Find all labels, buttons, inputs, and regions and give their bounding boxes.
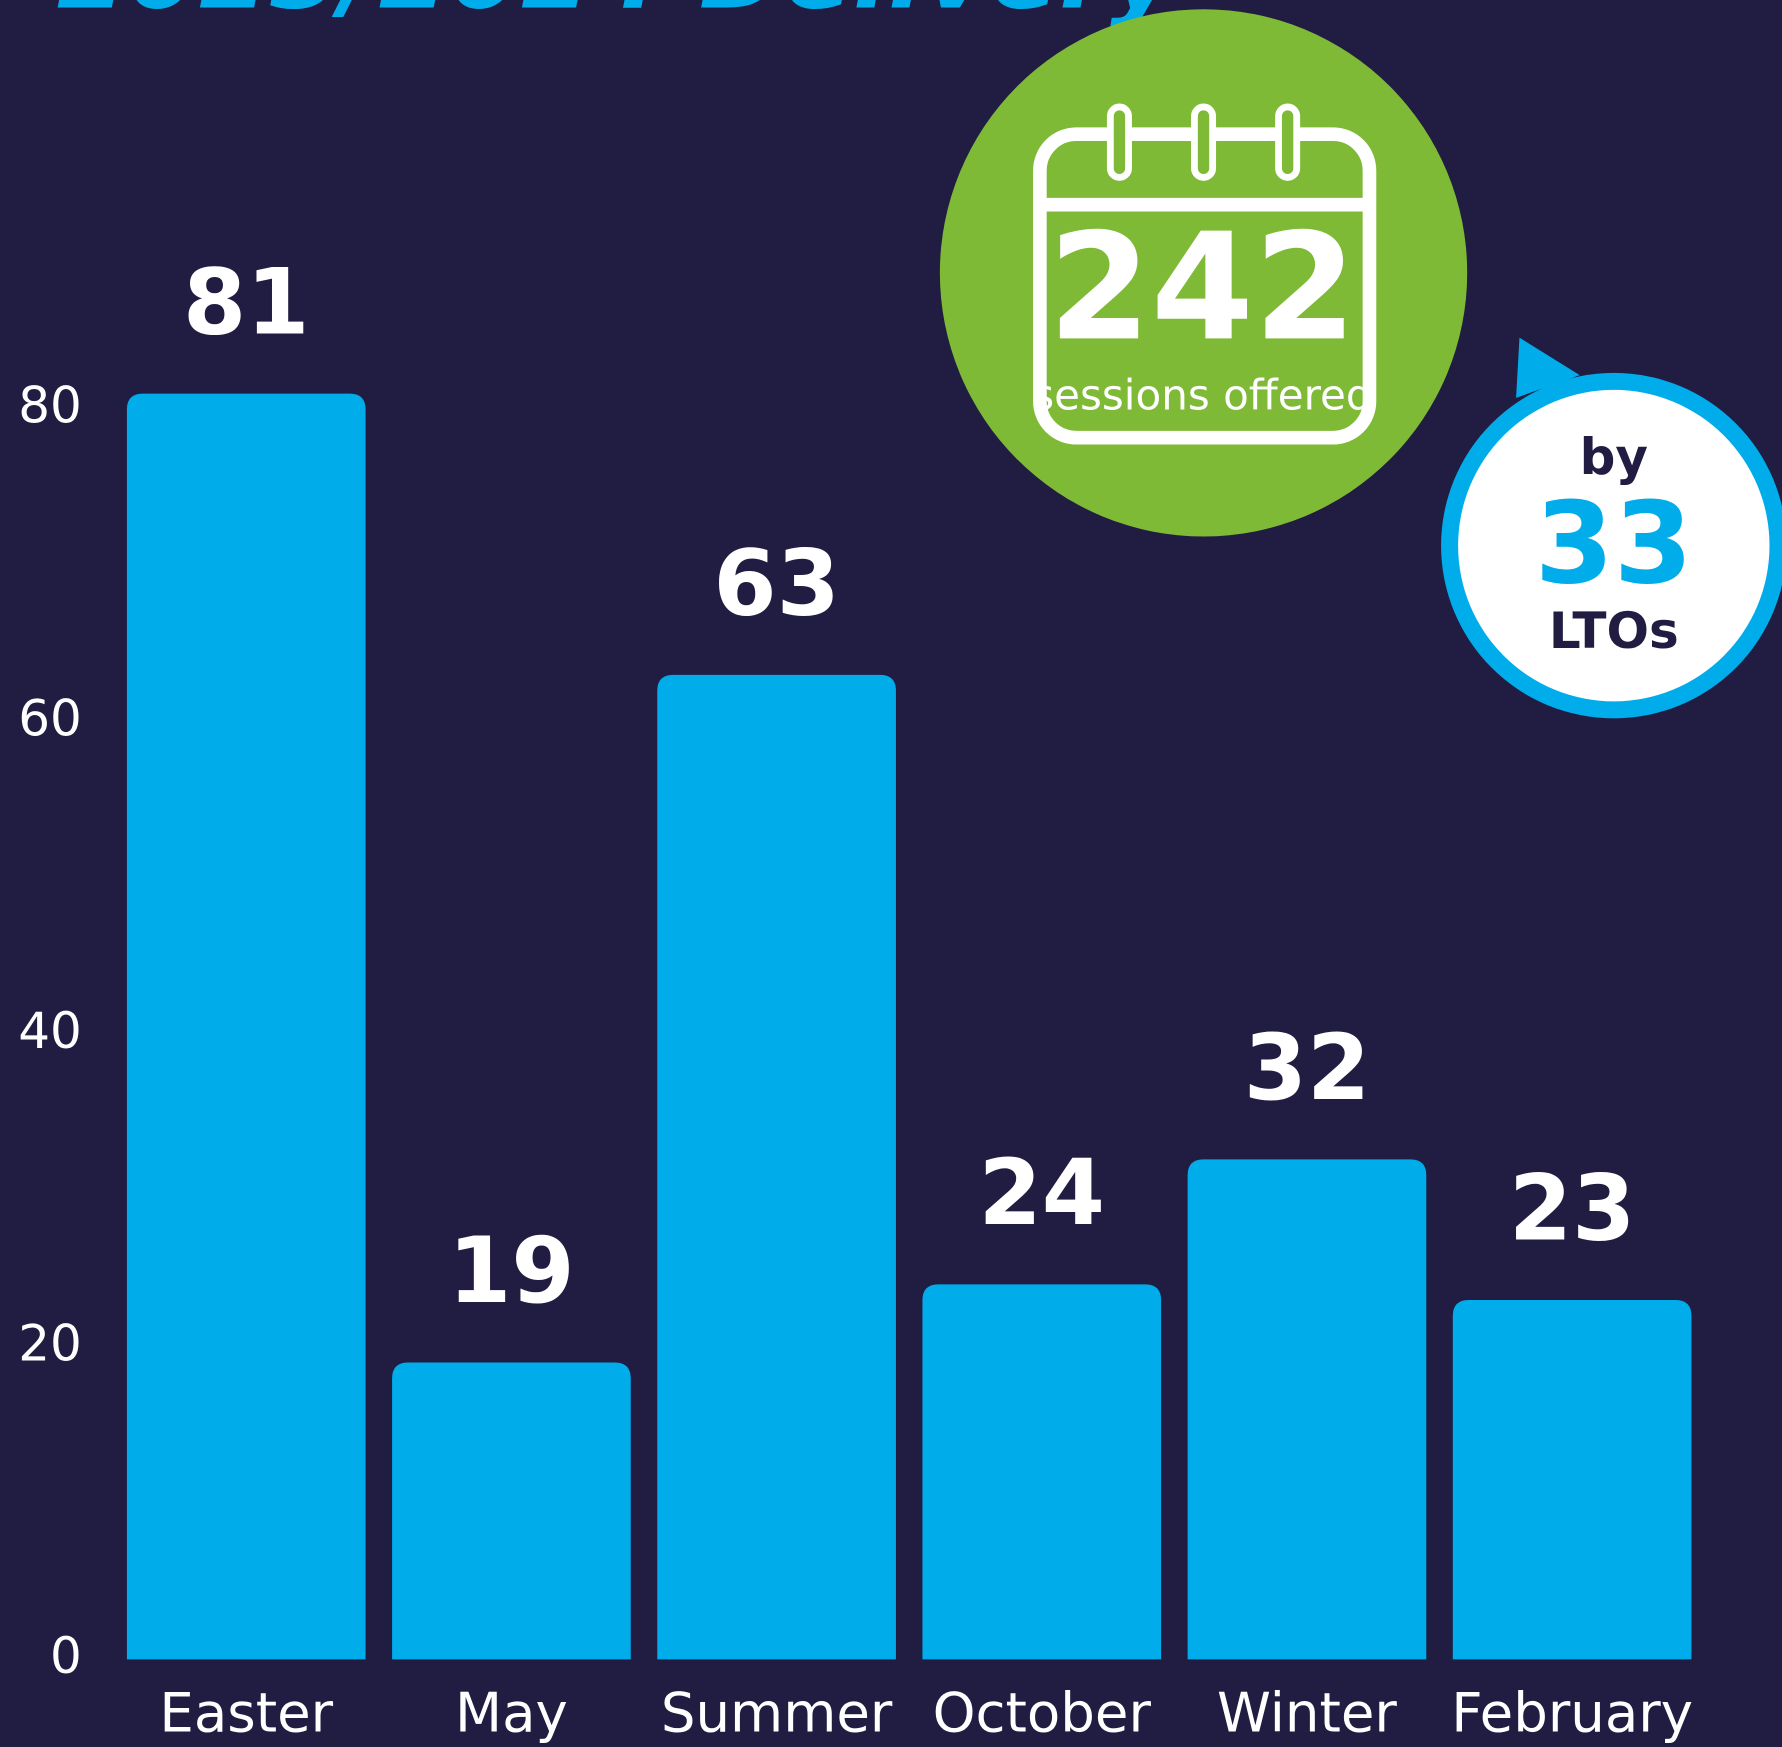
badge-pointer (1516, 337, 1580, 398)
x-tick-label: February (1451, 1680, 1693, 1744)
value-label: 24 (979, 1141, 1106, 1246)
value-label: 63 (713, 532, 840, 637)
ltos-badge: by 33 LTOs (1441, 337, 1782, 719)
x-tick-label: October (933, 1680, 1152, 1744)
bar (922, 1284, 1162, 1660)
y-tick-label: 80 (18, 377, 82, 435)
value-label: 81 (183, 250, 310, 355)
calendar-rings (1106, 103, 1301, 181)
y-tick-label: 40 (18, 1002, 82, 1060)
ltos-count: 33 (1535, 478, 1693, 610)
value-label: 19 (448, 1219, 575, 1324)
y-tick-label: 0 (50, 1627, 82, 1685)
chart-title: 2023/2024 Delivery (57, 0, 1181, 32)
value-label: 23 (1509, 1157, 1636, 1262)
x-tick-label: Easter (159, 1680, 333, 1744)
x-tick-label: Summer (661, 1680, 893, 1744)
sessions-count: 242 (1048, 201, 1356, 373)
x-tick-label: May (455, 1680, 568, 1744)
value-label: 32 (1244, 1016, 1371, 1121)
bar (392, 1362, 631, 1660)
badge-inner (1458, 389, 1770, 702)
y-tick-label: 20 (18, 1314, 82, 1372)
bars: 0 20 40 60 80 Easter 81 May 19 Summer 63 October 24 W… (18, 250, 1693, 1744)
ltos-label: LTOs (1549, 602, 1679, 660)
sessions-badge: 242 sessions offered (939, 9, 1468, 537)
bar (126, 393, 366, 1660)
y-tick-label: 60 (18, 689, 82, 747)
bar (1187, 1159, 1427, 1660)
sessions-label: sessions offered (1032, 370, 1372, 419)
by-label: by (1580, 428, 1648, 486)
bar (657, 674, 896, 1660)
x-tick-label: Winter (1217, 1680, 1397, 1744)
bar (1452, 1299, 1692, 1660)
